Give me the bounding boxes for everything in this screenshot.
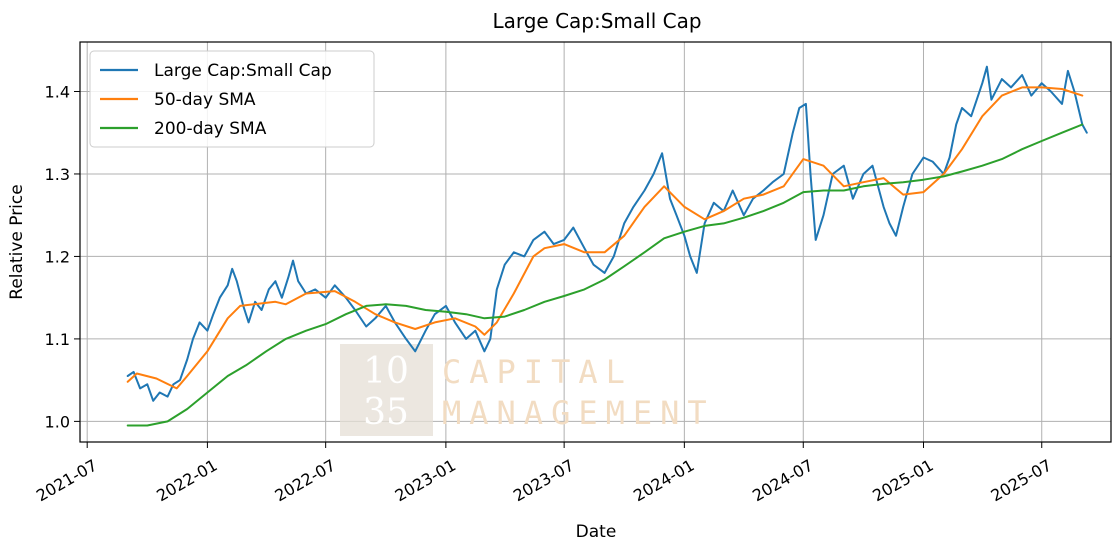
- x-tick-label: 2025-01: [869, 455, 936, 505]
- x-axis-label: Date: [576, 522, 617, 542]
- x-tick-label: 2022-01: [153, 455, 220, 505]
- y-tick-label: 1.2: [45, 247, 70, 266]
- watermark-number-1: 10: [363, 351, 409, 392]
- series-line-3: [126, 123, 1084, 427]
- watermark-logo-box: [340, 344, 433, 436]
- y-tick-label: 1.3: [45, 165, 70, 184]
- y-tick-label: 1.1: [45, 330, 70, 349]
- x-tick-label: 2025-07: [988, 455, 1055, 505]
- series-line-1: [126, 65, 1088, 402]
- y-axis: 1.0 1.1 1.2 1.3 1.4: [45, 82, 80, 431]
- legend-label-3: 200-day SMA: [154, 119, 267, 139]
- watermark-word-management: MANAGEMENT: [442, 394, 715, 432]
- watermark: 10 35 CAPITAL MANAGEMENT: [340, 344, 715, 436]
- x-axis: 2021-07 2022-01 2022-07 2023-01 2023-07 2024-…: [33, 442, 1055, 505]
- x-tick-label: 2023-01: [392, 455, 459, 505]
- series-lines: [126, 65, 1088, 427]
- y-axis-label: Relative Price: [7, 184, 27, 299]
- legend-label-2: 50-day SMA: [154, 90, 256, 110]
- x-tick-label: 2023-07: [510, 455, 577, 505]
- watermark-word-capital: CAPITAL: [442, 353, 633, 391]
- legend-label-1: Large Cap:Small Cap: [154, 61, 332, 81]
- y-tick-label: 1.0: [45, 412, 70, 431]
- plot-frame: [79, 41, 1112, 443]
- chart-title: Large Cap:Small Cap: [492, 9, 701, 33]
- x-tick-label: 2021-07: [33, 455, 100, 505]
- x-tick-label: 2024-01: [630, 455, 697, 505]
- legend-box: [89, 50, 375, 148]
- y-tick-label: 1.4: [45, 82, 70, 101]
- watermark-number-2: 35: [363, 392, 409, 433]
- legend: Large Cap:Small Cap 50-day SMA 200-day SMA: [89, 50, 375, 148]
- series-line-2: [126, 86, 1084, 390]
- x-tick-label: 2022-07: [271, 455, 338, 505]
- x-tick-label: 2024-07: [749, 455, 816, 505]
